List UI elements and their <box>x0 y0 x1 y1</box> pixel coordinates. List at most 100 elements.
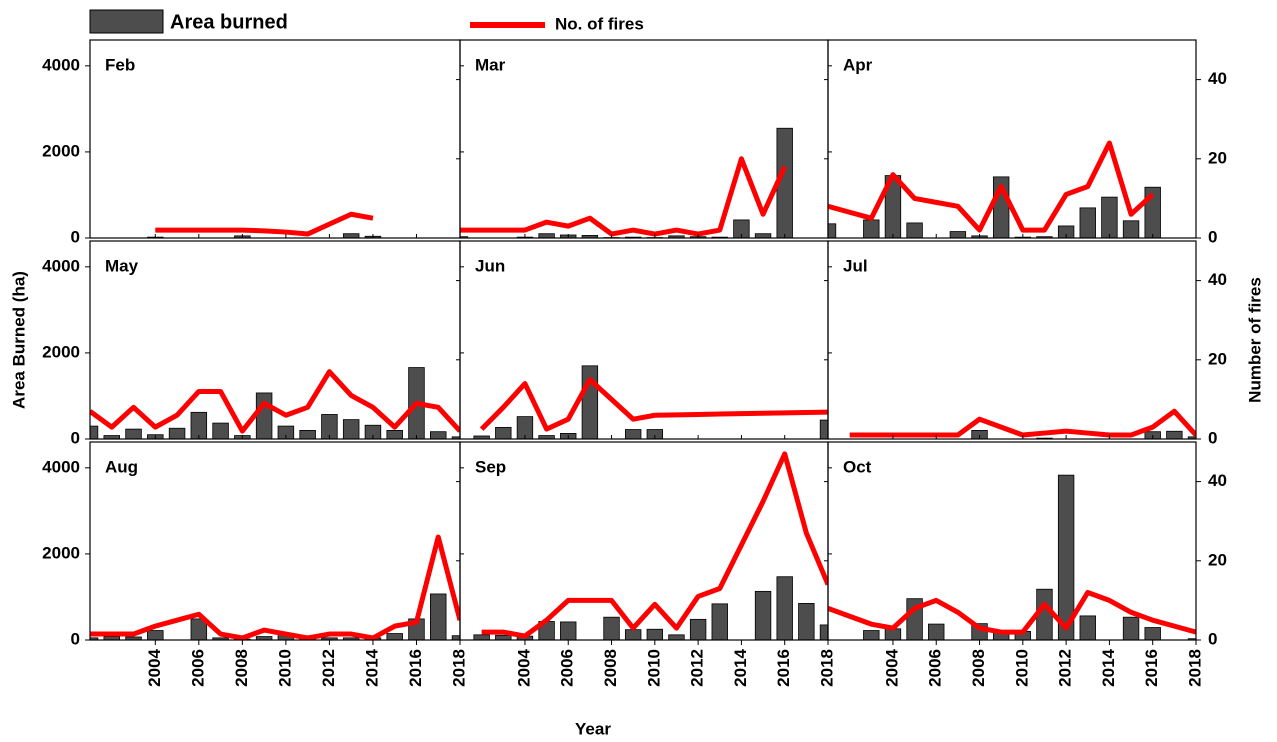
panel-title: Feb <box>105 55 135 74</box>
bar <box>668 634 685 640</box>
x-tick-label: 2018 <box>449 649 468 687</box>
bar <box>212 637 229 640</box>
x-tick-label: 2008 <box>232 649 251 687</box>
bar <box>538 233 555 238</box>
panel <box>460 127 793 238</box>
bar <box>863 219 880 238</box>
bar <box>949 231 967 238</box>
legend-label: No. of fires <box>555 14 644 33</box>
panel-title: Sep <box>475 457 506 476</box>
x-tick-label: 2016 <box>1142 649 1161 687</box>
bar <box>429 593 447 640</box>
y-axis-title: Area Burned (ha) <box>9 271 28 409</box>
bar <box>473 634 490 640</box>
bar <box>516 416 534 439</box>
x-tick-label: 2004 <box>145 648 164 686</box>
bar <box>342 233 360 238</box>
x-axis-title: Year <box>575 719 611 738</box>
y2-tick-label: 0 <box>1208 629 1217 648</box>
line <box>90 369 460 434</box>
bar <box>321 637 338 640</box>
bar <box>624 629 642 640</box>
bar <box>776 576 793 640</box>
x-tick-label: 2016 <box>774 649 793 687</box>
bar <box>495 634 512 640</box>
panel-frame <box>827 240 1197 440</box>
panel <box>90 367 460 439</box>
legend-swatch-bar <box>89 9 164 34</box>
x-tick-label: 2006 <box>188 649 207 687</box>
panel <box>473 451 828 640</box>
line <box>460 156 787 237</box>
bar <box>125 428 142 439</box>
x-tick-label: 2012 <box>319 649 338 687</box>
panel <box>849 408 1196 439</box>
bar <box>168 427 186 439</box>
panel-frame <box>89 39 461 239</box>
line <box>479 377 828 432</box>
bar <box>603 616 620 640</box>
bar <box>906 222 923 238</box>
x-tick-label: 2008 <box>969 649 988 687</box>
panel-title: Mar <box>475 55 506 74</box>
bar <box>863 630 880 640</box>
bar <box>828 223 837 238</box>
bar <box>624 429 642 439</box>
x-tick-label: 2010 <box>1012 649 1031 687</box>
bar <box>255 392 273 439</box>
y-tick-label: 0 <box>71 227 80 246</box>
y2-tick-label: 40 <box>1208 471 1227 490</box>
bar <box>495 426 512 439</box>
y-tick-label: 4000 <box>42 256 80 275</box>
x-tick-label: 2012 <box>1056 649 1075 687</box>
x-tick-label: 2004 <box>514 648 533 686</box>
y-tick-label: 0 <box>71 428 80 447</box>
panel <box>828 474 1196 640</box>
bar <box>429 431 447 439</box>
y2-tick-label: 0 <box>1208 227 1217 246</box>
bar <box>646 628 664 640</box>
bar <box>90 637 99 640</box>
panel <box>828 140 1161 238</box>
bar <box>299 429 316 439</box>
panel-title: Jul <box>843 256 868 275</box>
y2-tick-label: 0 <box>1208 428 1217 447</box>
panel-title: Aug <box>105 457 138 476</box>
panel <box>147 211 382 238</box>
bar <box>1122 616 1140 640</box>
panel-frame <box>459 39 829 239</box>
y-tick-label: 0 <box>71 629 80 648</box>
bar <box>560 621 577 640</box>
panel-title: Apr <box>843 55 873 74</box>
x-tick-label: 2006 <box>926 649 945 687</box>
panel <box>473 365 828 439</box>
bar <box>754 590 772 640</box>
x-tick-label: 2014 <box>362 648 381 686</box>
bar <box>212 422 229 439</box>
x-tick-label: 2010 <box>275 649 294 687</box>
bar <box>147 630 164 640</box>
y-tick-label: 2000 <box>42 141 80 160</box>
panel-title: Jun <box>475 256 505 275</box>
bar <box>581 365 599 439</box>
y2-tick-label: 40 <box>1208 69 1227 88</box>
bar <box>928 623 945 640</box>
bar <box>711 603 728 640</box>
y2-tick-label: 20 <box>1208 550 1227 569</box>
panel-title: Oct <box>843 457 872 476</box>
bar <box>1079 207 1096 238</box>
line <box>481 451 828 639</box>
bar <box>386 429 403 439</box>
bar <box>798 603 815 640</box>
bar <box>190 411 208 439</box>
y-tick-label: 2000 <box>42 342 80 361</box>
bar <box>1079 615 1096 640</box>
x-tick-label: 2012 <box>688 649 707 687</box>
line <box>155 211 374 237</box>
x-tick-label: 2016 <box>406 649 425 687</box>
panel-frame <box>89 441 461 641</box>
panel-frame <box>459 240 829 440</box>
panel-frame <box>827 441 1197 641</box>
legend-label: Area burned <box>170 11 288 33</box>
